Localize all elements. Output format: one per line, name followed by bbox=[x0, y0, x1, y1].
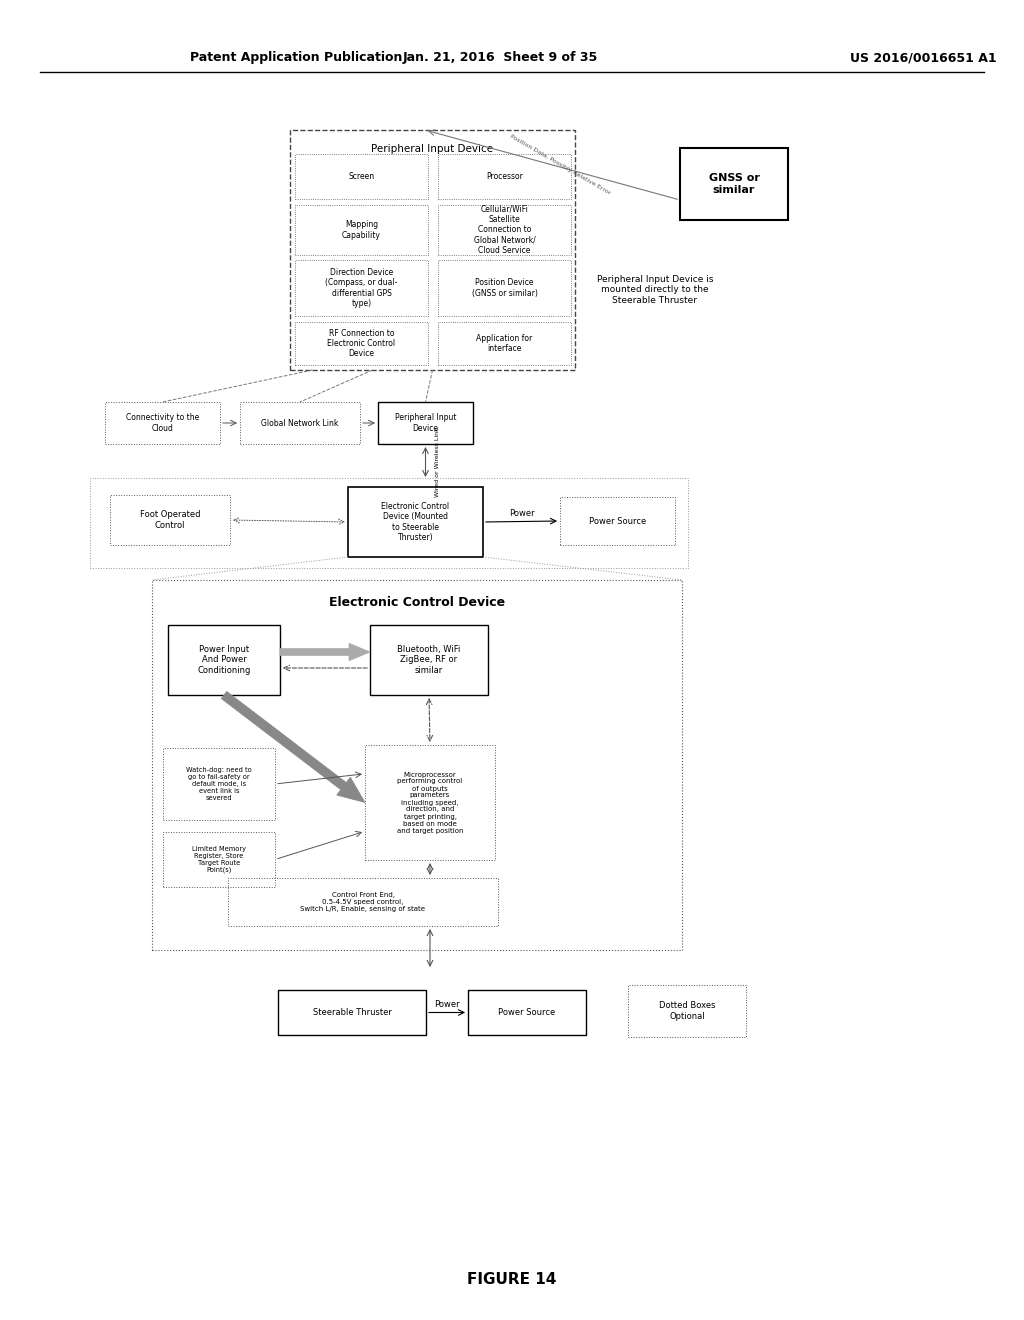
Text: Jan. 21, 2016  Sheet 9 of 35: Jan. 21, 2016 Sheet 9 of 35 bbox=[402, 51, 598, 65]
Text: GNSS or
similar: GNSS or similar bbox=[709, 173, 760, 195]
Text: Peripheral Input Device: Peripheral Input Device bbox=[372, 144, 494, 154]
Text: Power Source: Power Source bbox=[589, 516, 646, 525]
Text: Power: Power bbox=[509, 510, 535, 519]
Bar bbox=[295, 205, 428, 255]
Bar bbox=[370, 624, 488, 696]
Text: Steerable Thruster: Steerable Thruster bbox=[312, 1008, 391, 1016]
Text: Mapping
Capability: Mapping Capability bbox=[342, 220, 381, 240]
FancyArrow shape bbox=[280, 643, 370, 661]
Text: Application for
interface: Application for interface bbox=[476, 334, 532, 354]
Bar bbox=[438, 205, 571, 255]
Text: Power Input
And Power
Conditioning: Power Input And Power Conditioning bbox=[198, 645, 251, 675]
Text: Control Front End,
0.5-4.5V speed control,
Switch L/R, Enable, sensing of state: Control Front End, 0.5-4.5V speed contro… bbox=[300, 892, 426, 912]
Text: Electronic Control
Device (Mounted
to Steerable
Thruster): Electronic Control Device (Mounted to St… bbox=[381, 502, 450, 543]
Text: Direction Device
(Compass, or dual-
differential GPS
type): Direction Device (Compass, or dual- diff… bbox=[326, 268, 397, 308]
Text: Power Source: Power Source bbox=[499, 1008, 556, 1016]
Text: Watch-dog: need to
go to fail-safety or
default mode, is
event link is
severed: Watch-dog: need to go to fail-safety or … bbox=[186, 767, 252, 801]
Text: Position Device
(GNSS or similar): Position Device (GNSS or similar) bbox=[472, 279, 538, 298]
Text: Peripheral Input
Device: Peripheral Input Device bbox=[394, 413, 457, 433]
Bar bbox=[228, 878, 498, 927]
Bar bbox=[295, 154, 428, 199]
Bar bbox=[90, 478, 688, 568]
Bar bbox=[378, 403, 473, 444]
Bar bbox=[163, 748, 275, 820]
Bar bbox=[680, 148, 788, 220]
Bar bbox=[278, 990, 426, 1035]
Text: Processor: Processor bbox=[486, 172, 523, 181]
FancyArrow shape bbox=[221, 692, 365, 803]
Bar bbox=[152, 579, 682, 950]
Text: US 2016/0016651 A1: US 2016/0016651 A1 bbox=[850, 51, 996, 65]
Text: FIGURE 14: FIGURE 14 bbox=[467, 1272, 557, 1287]
Text: Power: Power bbox=[434, 1001, 460, 1008]
Text: RF Connection to
Electronic Control
Device: RF Connection to Electronic Control Devi… bbox=[328, 329, 395, 359]
Bar bbox=[628, 985, 746, 1038]
Text: Global Network Link: Global Network Link bbox=[261, 418, 339, 428]
Bar bbox=[240, 403, 360, 444]
Text: Foot Operated
Control: Foot Operated Control bbox=[139, 511, 201, 529]
Bar bbox=[105, 403, 220, 444]
Bar bbox=[468, 990, 586, 1035]
Text: Position Data, Possibly Relative Error: Position Data, Possibly Relative Error bbox=[509, 135, 611, 195]
Text: Cellular/WiFi
Satellite
Connection to
Global Network/
Cloud Service: Cellular/WiFi Satellite Connection to Gl… bbox=[474, 205, 536, 255]
Bar bbox=[163, 832, 275, 887]
Text: Electronic Control Device: Electronic Control Device bbox=[329, 597, 505, 609]
Bar bbox=[295, 260, 428, 315]
Bar bbox=[365, 744, 495, 861]
Bar bbox=[295, 322, 428, 366]
Bar bbox=[348, 487, 483, 557]
Text: Screen: Screen bbox=[348, 172, 375, 181]
Bar bbox=[110, 495, 230, 545]
Text: Wired or Wireless Link: Wired or Wireless Link bbox=[435, 428, 440, 496]
Text: Limited Memory
Register, Store
Target Route
Point(s): Limited Memory Register, Store Target Ro… bbox=[193, 846, 246, 874]
Bar bbox=[438, 154, 571, 199]
Bar bbox=[168, 624, 280, 696]
Bar bbox=[438, 260, 571, 315]
Text: Bluetooth, WiFi
ZigBee, RF or
similar: Bluetooth, WiFi ZigBee, RF or similar bbox=[397, 645, 461, 675]
Bar bbox=[560, 498, 675, 545]
Bar bbox=[438, 322, 571, 366]
Bar bbox=[290, 129, 575, 370]
Text: Patent Application Publication: Patent Application Publication bbox=[190, 51, 402, 65]
Text: Peripheral Input Device is
mounted directly to the
Steerable Thruster: Peripheral Input Device is mounted direc… bbox=[597, 275, 714, 305]
Text: Microprocessor
performing control
of outputs
parameters
including speed,
directi: Microprocessor performing control of out… bbox=[396, 771, 463, 833]
Text: Dotted Boxes
Optional: Dotted Boxes Optional bbox=[658, 1002, 715, 1020]
Text: Connectivity to the
Cloud: Connectivity to the Cloud bbox=[126, 413, 199, 433]
